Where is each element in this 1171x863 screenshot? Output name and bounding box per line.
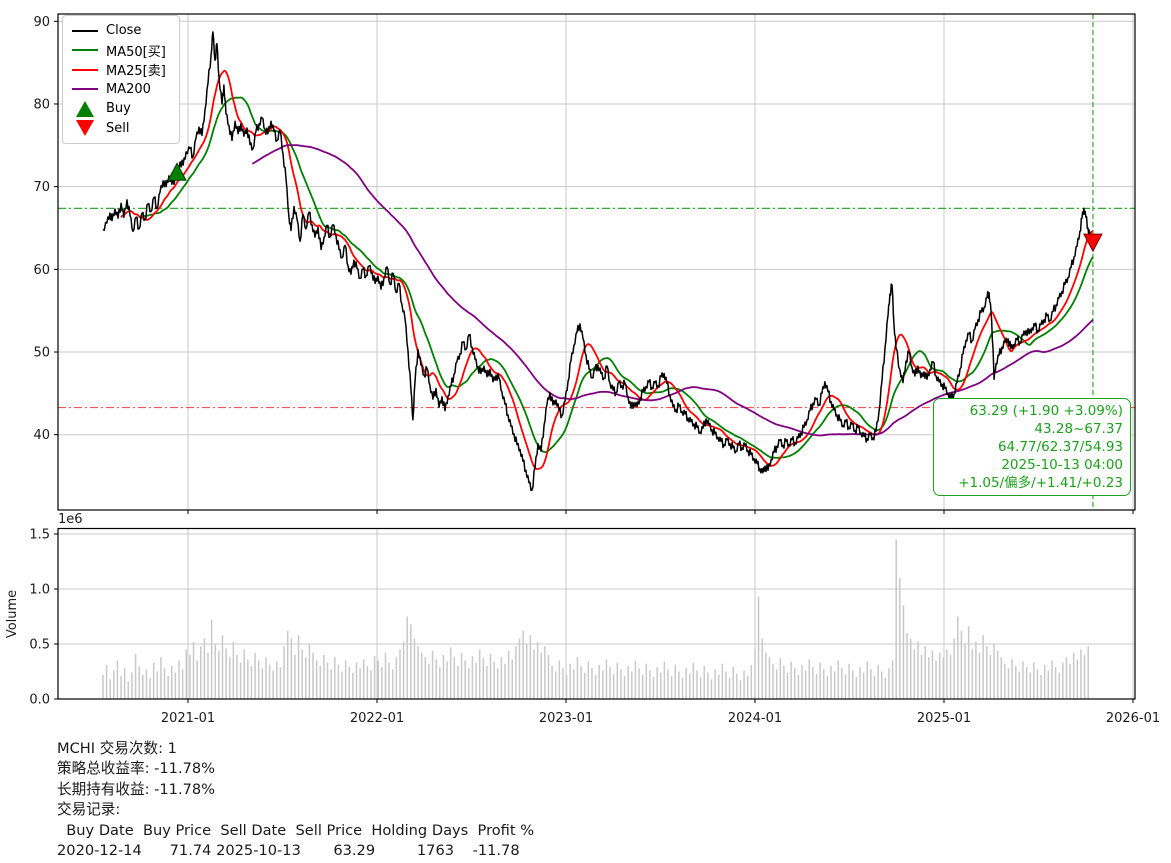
trade-count-line: MCHI 交易次数: 1	[57, 740, 177, 757]
annotation-indicators: +1.05/偏多/+1.41/+0.23	[958, 475, 1123, 491]
volume-ytick-label: 0.0	[29, 693, 50, 708]
sell-marker	[1083, 233, 1103, 253]
volume-ytick-label: 1.0	[29, 583, 50, 598]
panel-spines	[57, 13, 1136, 700]
legend-box: Close MA50[买] MA25[卖] MA200 Buy Sell	[62, 15, 180, 144]
price-ytick-label: 70	[33, 180, 50, 195]
strategy-summary: MCHI 交易次数: 1 策略总收益率: -11.78% 长期持有收益: -11…	[57, 739, 534, 861]
legend-item-sell: Sell	[72, 119, 170, 139]
buy-triangle-icon	[72, 100, 98, 117]
ma50-line-swatch	[72, 49, 98, 52]
hold-return-line: 长期持有收益: -11.78%	[57, 780, 216, 798]
legend-item-ma25: MA25[卖]	[72, 60, 170, 80]
ma200-line	[251, 144, 1094, 437]
legend-label-close: Close	[106, 23, 142, 39]
quote-annotation-box: 63.29 (+1.90 +3.09%) 43.28~67.37 64.77/6…	[933, 398, 1131, 496]
legend-item-ma200: MA200	[72, 80, 170, 100]
ma25-line	[120, 69, 1094, 470]
legend-item-close: Close	[72, 21, 170, 41]
volume-axis-title: Volume	[5, 590, 20, 638]
price-ytick-label: 60	[33, 263, 50, 278]
ma200-line-swatch	[72, 88, 98, 91]
volume-ytick-label: 1.5	[29, 528, 50, 543]
trade-markers	[167, 162, 1103, 253]
chart-canvas: 40 50 60 70 80 90 0.0 0.5 1.0 1.5 2021-01 2022-01 20…	[5, 13, 1160, 726]
legend-label-ma50: MA50[买]	[106, 44, 166, 60]
price-ytick-label: 40	[33, 428, 50, 443]
legend-item-ma50: MA50[买]	[72, 41, 170, 61]
x-tick-label: 2022-01	[350, 711, 404, 726]
legend-label-ma25: MA25[卖]	[106, 64, 166, 80]
volume-ytick-label: 0.5	[29, 638, 50, 653]
price-ytick-label: 50	[33, 346, 50, 361]
legend-label-sell: Sell	[106, 120, 130, 136]
trade-table-header: Buy Date Buy Price Sell Date Sell Price …	[57, 821, 535, 839]
x-tick-label: 2024-01	[728, 711, 782, 726]
volume-bars	[102, 539, 1089, 699]
buy-marker	[167, 162, 187, 181]
ma25-line-swatch	[72, 68, 98, 71]
axis-ticks-and-labels: 40 50 60 70 80 90 0.0 0.5 1.0 1.5 2021-01 2022-01 20…	[5, 15, 1160, 726]
x-tick-label: 2025-01	[917, 711, 971, 726]
strategy-return-line: 策略总收益率: -11.78%	[57, 760, 216, 778]
x-tick-label: 2021-01	[161, 711, 215, 726]
annotation-range: 43.28~67.37	[1034, 421, 1123, 437]
legend-label-buy: Buy	[106, 101, 131, 117]
annotation-ma-values: 64.77/62.37/54.93	[997, 439, 1123, 455]
close-line-swatch	[72, 29, 98, 32]
annotation-price-change: 63.29 (+1.90 +3.09%)	[969, 403, 1123, 419]
legend-label-ma200: MA200	[106, 81, 151, 97]
trade-table-row: 2020-12-14 71.74 2025-10-13 63.29 1763 -…	[57, 842, 520, 860]
close-line	[102, 31, 1094, 492]
x-tick-label: 2023-01	[539, 711, 593, 726]
legend-item-buy: Buy	[72, 99, 170, 119]
price-ytick-label: 80	[33, 97, 50, 112]
trade-record-title: 交易记录:	[57, 801, 121, 819]
x-tick-label: 2026-01	[1106, 711, 1160, 726]
annotation-datetime: 2025-10-13 04:00	[1001, 457, 1123, 473]
price-ytick-label: 90	[33, 15, 50, 30]
volume-offset-label: 1e6	[58, 512, 83, 527]
sell-triangle-icon	[72, 120, 98, 137]
